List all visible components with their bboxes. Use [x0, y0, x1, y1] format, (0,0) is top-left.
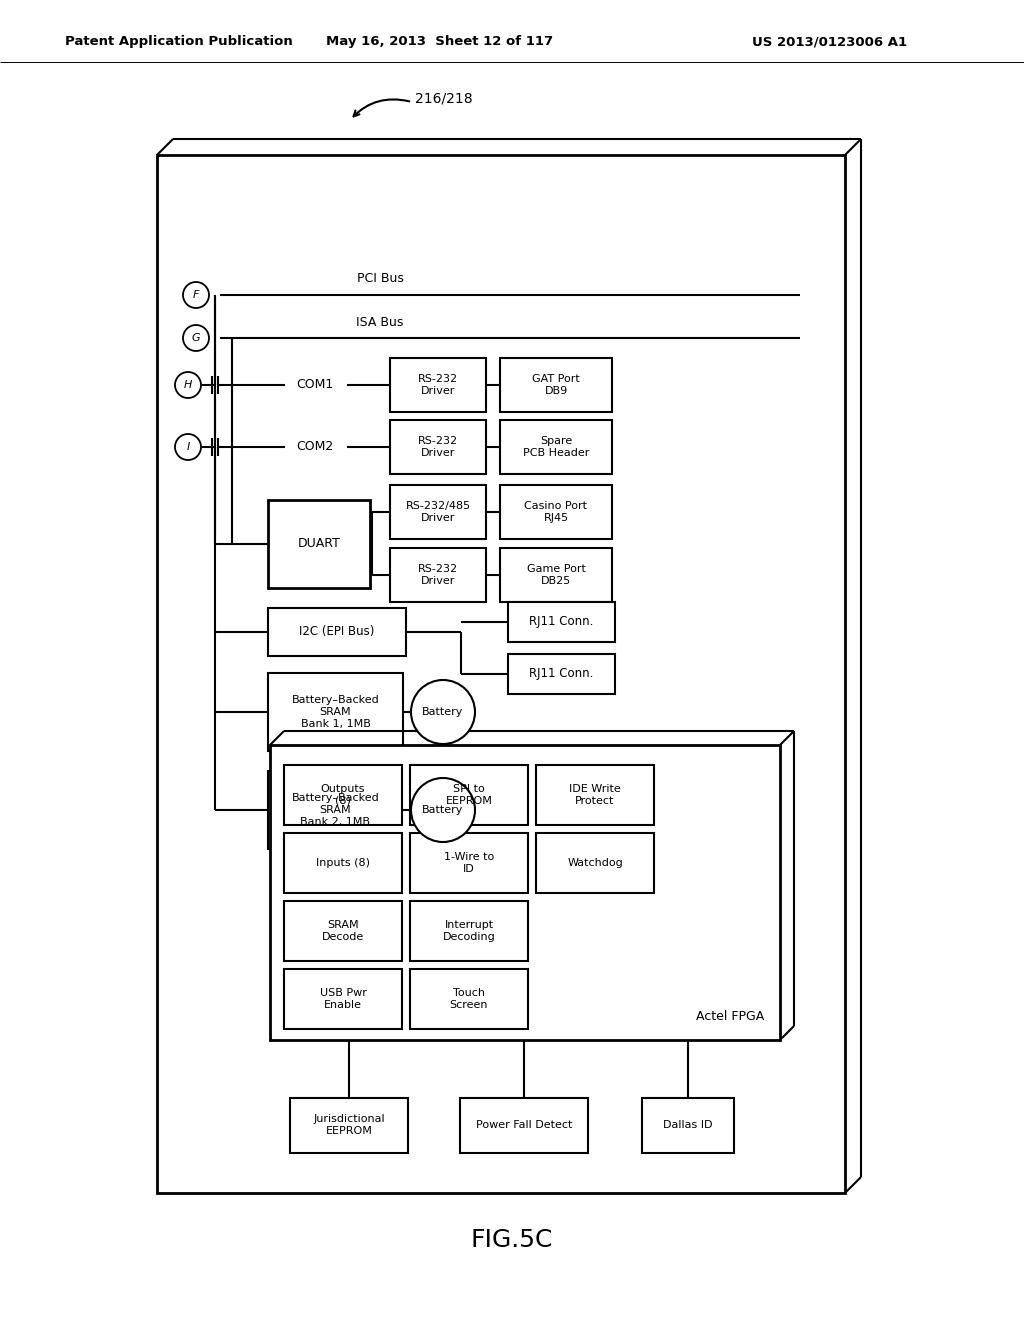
Text: Interrupt
Decoding: Interrupt Decoding [442, 920, 496, 941]
FancyBboxPatch shape [284, 833, 402, 894]
FancyBboxPatch shape [500, 358, 612, 412]
Circle shape [183, 282, 209, 308]
Text: ISA Bus: ISA Bus [356, 315, 403, 329]
FancyBboxPatch shape [410, 902, 528, 961]
Text: Casino Port
RJ45: Casino Port RJ45 [524, 502, 588, 523]
Text: Battery: Battery [422, 708, 464, 717]
FancyBboxPatch shape [410, 969, 528, 1030]
Text: Actel FPGA: Actel FPGA [696, 1010, 764, 1023]
FancyBboxPatch shape [500, 484, 612, 539]
Text: RS-232
Driver: RS-232 Driver [418, 374, 458, 396]
FancyBboxPatch shape [284, 766, 402, 825]
FancyBboxPatch shape [157, 154, 845, 1193]
Text: H: H [184, 380, 193, 389]
Text: Outputs
(8): Outputs (8) [321, 784, 366, 805]
Text: I: I [186, 442, 189, 451]
FancyBboxPatch shape [410, 766, 528, 825]
Text: Patent Application Publication: Patent Application Publication [65, 36, 293, 49]
FancyBboxPatch shape [270, 744, 780, 1040]
Text: COM2: COM2 [296, 441, 334, 454]
Text: Battery–Backed
SRAM
Bank 1, 1MB: Battery–Backed SRAM Bank 1, 1MB [292, 696, 379, 729]
Text: Power Fall Detect: Power Fall Detect [476, 1119, 572, 1130]
FancyBboxPatch shape [390, 358, 486, 412]
FancyBboxPatch shape [268, 609, 406, 656]
FancyBboxPatch shape [410, 833, 528, 894]
FancyBboxPatch shape [390, 548, 486, 602]
Text: USB Pwr
Enable: USB Pwr Enable [319, 989, 367, 1010]
Text: PCI Bus: PCI Bus [356, 272, 403, 285]
Text: US 2013/0123006 A1: US 2013/0123006 A1 [753, 36, 907, 49]
Text: Dallas ID: Dallas ID [664, 1119, 713, 1130]
FancyBboxPatch shape [290, 1097, 408, 1152]
FancyBboxPatch shape [536, 833, 654, 894]
FancyBboxPatch shape [284, 969, 402, 1030]
Text: RJ11 Conn.: RJ11 Conn. [529, 668, 594, 681]
FancyBboxPatch shape [390, 420, 486, 474]
Text: Battery: Battery [422, 805, 464, 814]
Text: RS-232/485
Driver: RS-232/485 Driver [406, 502, 471, 523]
FancyBboxPatch shape [268, 499, 370, 587]
Text: F: F [193, 290, 200, 300]
FancyBboxPatch shape [500, 548, 612, 602]
Text: RJ11 Conn.: RJ11 Conn. [529, 615, 594, 628]
FancyBboxPatch shape [460, 1097, 588, 1152]
Text: I2C (EPI Bus): I2C (EPI Bus) [299, 626, 375, 639]
Text: COM1: COM1 [296, 379, 334, 392]
Circle shape [411, 777, 475, 842]
Circle shape [411, 680, 475, 744]
Text: Spare
PCB Header: Spare PCB Header [523, 436, 589, 458]
Circle shape [183, 325, 209, 351]
FancyBboxPatch shape [536, 766, 654, 825]
Text: May 16, 2013  Sheet 12 of 117: May 16, 2013 Sheet 12 of 117 [327, 36, 554, 49]
Text: IDE Write
Protect: IDE Write Protect [569, 784, 621, 805]
Text: DUART: DUART [298, 537, 340, 550]
FancyBboxPatch shape [390, 484, 486, 539]
Text: Watchdog: Watchdog [567, 858, 623, 869]
Text: RS-232
Driver: RS-232 Driver [418, 564, 458, 586]
Text: Inputs (8): Inputs (8) [316, 858, 370, 869]
Circle shape [175, 372, 201, 399]
FancyBboxPatch shape [284, 902, 402, 961]
Text: G: G [191, 333, 201, 343]
Text: GAT Port
DB9: GAT Port DB9 [532, 374, 580, 396]
FancyBboxPatch shape [500, 420, 612, 474]
Text: Game Port
DB25: Game Port DB25 [526, 564, 586, 586]
Circle shape [175, 434, 201, 459]
Text: 1-Wire to
ID: 1-Wire to ID [443, 853, 495, 874]
Text: Jurisdictional
EEPROM: Jurisdictional EEPROM [313, 1114, 385, 1135]
Text: RS-232
Driver: RS-232 Driver [418, 436, 458, 458]
FancyBboxPatch shape [268, 673, 403, 751]
Text: SRAM
Decode: SRAM Decode [322, 920, 365, 941]
FancyBboxPatch shape [508, 602, 615, 642]
FancyBboxPatch shape [268, 771, 403, 849]
FancyBboxPatch shape [642, 1097, 734, 1152]
Text: FIG.5C: FIG.5C [471, 1228, 553, 1251]
FancyBboxPatch shape [508, 653, 615, 694]
Text: Touch
Screen: Touch Screen [450, 989, 488, 1010]
Text: 216/218: 216/218 [415, 91, 473, 106]
Text: SPI to
EEPROM: SPI to EEPROM [445, 784, 493, 805]
Text: Battery–Backed
SRAM
Bank 2, 1MB: Battery–Backed SRAM Bank 2, 1MB [292, 793, 379, 826]
